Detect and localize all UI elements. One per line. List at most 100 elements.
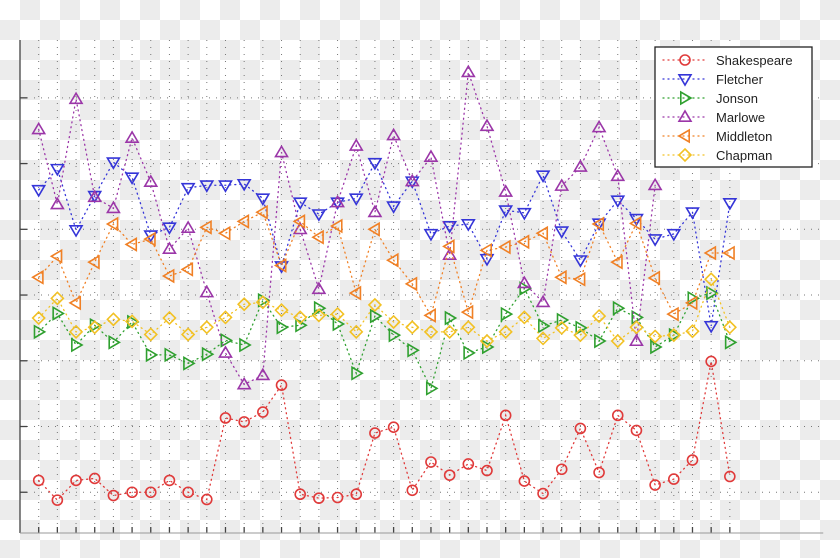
chapman-point [405,320,420,335]
shakespeare-point [574,422,587,435]
chapman-point [349,324,364,339]
legend-marker-triangle-right-icon [679,90,693,106]
marlowe-point [498,184,514,197]
shakespeare-point [238,416,250,428]
jonson-point [687,290,701,306]
legend-item-jonson: Jonson [662,90,758,106]
middleton-point [535,225,549,241]
marlowe-point [87,189,103,203]
middleton-point [199,219,212,235]
series-layer [31,64,738,506]
shakespeare-point [275,379,288,391]
shakespeare-point [705,355,717,368]
chapman-point [31,310,46,326]
marlowe-point [49,196,65,210]
chapman-point [124,314,140,329]
chapman-point [293,310,308,325]
jonson-point [71,337,84,353]
middleton-point [442,239,455,254]
middleton-point [217,225,231,241]
fletcher-point [255,193,271,206]
middleton-point [31,269,44,285]
marlowe-point [124,130,140,143]
chapman-point [498,324,513,339]
fletcher-point [722,198,738,211]
middleton-point [311,229,324,245]
shakespeare-point [555,463,568,476]
middleton-point [367,221,380,237]
marlowe-point [386,127,401,141]
jonson-point [33,324,47,340]
middleton-point [292,214,306,229]
chapman-point [237,297,252,312]
middleton-point [161,268,175,284]
middleton-point [516,234,530,250]
chapman-point [162,310,177,326]
shakespeare-point [350,488,363,501]
jonson-point [463,345,476,361]
middleton-point [348,285,362,301]
middleton-point [423,308,436,323]
middleton-point [610,254,623,270]
shakespeare-point [331,491,344,504]
legend: Shakespeare Fletcher Jonson Marlowe Middleto… [654,46,813,168]
legend-marker-diamond-icon [677,147,693,163]
jonson-point [650,339,663,355]
shakespeare-point [369,427,381,439]
legend-label: Shakespeare [716,53,793,68]
shakespeare-point [219,412,232,424]
fletcher-point [162,222,177,235]
shakespeare-point [537,487,549,500]
marlowe-point [591,119,607,133]
jonson-point [52,306,65,321]
middleton-line [38,211,731,318]
marlowe-point [367,204,383,218]
marlowe-point [348,138,364,151]
marlowe-point [610,168,626,182]
chapman-point [311,308,327,323]
jonson-point [332,316,346,332]
marlowe-point [31,121,47,135]
chapman-point [461,320,476,335]
jonson-point [164,347,178,363]
fletcher-point [685,207,700,220]
fletcher-point [143,230,159,243]
legend-marker-circle-icon [679,54,691,66]
fletcher-point [386,201,401,214]
marlowe-point [460,64,476,78]
marlowe-point [162,241,177,255]
chapman-point [442,324,457,339]
marlowe-point [180,220,196,233]
fletcher-point [703,320,719,334]
shakespeare-point [163,474,176,487]
shakespeare-point [107,489,120,502]
fletcher-point [236,178,252,192]
jonson-point [276,319,290,335]
shakespeare-point [481,464,493,477]
jonson-point [145,347,159,363]
marlowe-point [535,294,551,308]
chapman-point [704,272,719,287]
marlowe-point [255,367,271,381]
shakespeare-point [593,466,605,479]
series-chapman [31,272,737,349]
shakespeare-line [38,361,731,502]
legend-marker-triangle-up-icon [677,109,693,122]
middleton-point [236,214,250,229]
marlowe-point [143,174,159,187]
jonson-point [388,327,402,343]
shakespeare-point [518,475,531,487]
fletcher-point [591,218,607,231]
shakespeare-point [425,456,437,468]
chapman-point [479,333,495,349]
series-fletcher [31,157,738,334]
jonson-point [201,346,215,362]
middleton-point [554,269,567,285]
marlowe-point [554,178,570,191]
chapman-point [629,320,644,335]
fletcher-point [180,182,196,196]
shakespeare-point [32,474,45,487]
middleton-point [329,218,343,234]
series-jonson [33,281,738,396]
